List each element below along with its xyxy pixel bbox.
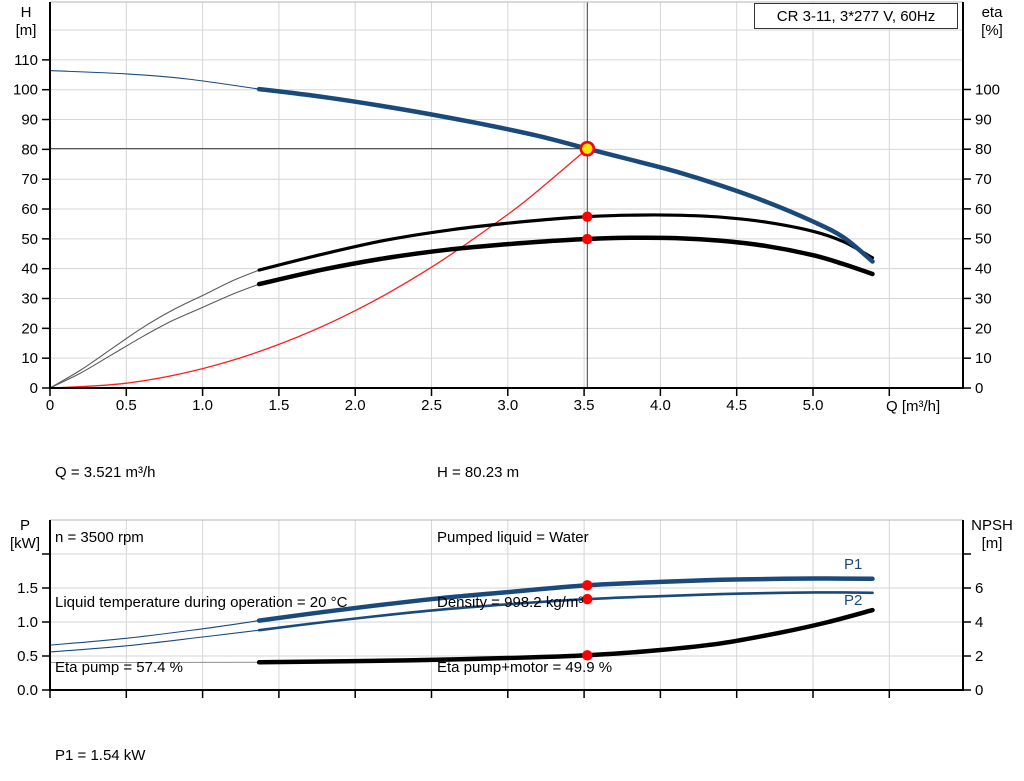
x-tick-label: 2.0 [345,397,366,414]
curve-eta-pump-motor [256,235,875,287]
power-annotations: P1 = 1.54 kW P2 = 1.337 kW NPSH = 2.04 m [55,702,160,781]
annotation-pumped-liquid: Pumped liquid = Water [437,528,589,546]
annotation-density: Density = 998.2 kg/m³ [437,593,584,611]
y-left-tick-label: 50 [21,231,38,248]
y-right-tick-label: 100 [975,81,1000,98]
x-tick-label: 5.0 [803,397,824,414]
y-left-tick-label: 30 [21,291,38,308]
annotation-h: H = 80.23 m [437,464,520,482]
y-right-tick-label: 80 [975,141,992,158]
y-left-tick-label: 1.5 [17,580,38,597]
eta-axis-title: eta [%] [981,4,1003,39]
y-left-tick-label: 110 [14,52,38,69]
curve-thin-p2 [49,629,260,653]
curve-thin-eta-pump-motor [49,283,260,389]
duty-dot-marker [582,580,593,591]
y-left-tick-label: 80 [21,141,38,158]
y-left-tick-label: 1.0 [17,614,38,631]
duty-annotations-right: H = 80.23 m Pumped liquid = Water Densit… [437,419,612,721]
duty-point-marker [579,140,596,157]
annotation-eta-pump: Eta pump = 57.4 % [55,658,183,676]
annotation-q: Q = 3.521 m³/h [55,464,156,482]
pump-title-box: CR 3-11, 3*277 V, 60Hz [754,3,958,29]
y-right-tick-label: 4 [975,614,983,631]
h-axis-title: H [m] [15,4,37,39]
x-tick-label: 1.5 [268,397,289,414]
y-right-tick-label: 20 [975,320,992,337]
duty-annotations-left: Q = 3.521 m³/h n = 3500 rpm Liquid tempe… [55,419,347,721]
duty-dot-marker [582,593,593,605]
y-right-tick-label: 60 [975,201,992,218]
y-right-tick-label: 70 [975,171,992,188]
npsh-axis-title: NPSH [m] [971,517,1013,552]
x-tick-label: 3.0 [497,397,518,414]
y-left-tick-label: 40 [21,261,38,278]
curve-eta-pump [257,213,875,272]
annotation-n: n = 3500 rpm [55,528,144,546]
p2-curve-label: P2 [844,592,863,609]
curve-system-curve [49,148,588,389]
x-tick-label: 3.5 [574,397,595,414]
duty-dot-marker [582,650,593,661]
curve-thin-h-head-curve- [49,70,260,90]
annotation-liquid-temp: Liquid temperature during operation = 20… [55,593,348,611]
y-left-tick-label: 10 [21,350,38,367]
p-axis-title: P [kW] [10,517,40,552]
y-right-tick-label: 0 [975,380,983,397]
y-left-tick-label: 0 [30,380,38,397]
x-tick-label: 4.5 [726,397,747,414]
y-left-tick-label: 90 [21,112,38,129]
pump-title: CR 3-11, 3*277 V, 60Hz [776,7,936,25]
annotation-eta-pump-motor: Eta pump+motor = 49.9 % [437,658,613,676]
y-right-tick-label: 2 [975,648,983,665]
y-right-tick-label: 10 [975,350,992,367]
y-left-tick-label: 100 [13,82,38,99]
curve-thin-p1 [49,620,260,646]
x-tick-label: 4.0 [650,397,671,414]
curve-h-head-curve- [256,86,875,264]
y-left-tick-label: 70 [21,171,38,188]
duty-dot-marker [582,211,593,222]
y-right-tick-label: 90 [975,111,992,128]
x-tick-label: 1.0 [192,397,213,414]
y-left-tick-label: 0.5 [17,648,38,665]
curve-npsh [256,607,875,665]
y-right-tick-label: 40 [975,261,992,278]
duty-dot-marker [582,233,593,245]
x-tick-label: 0 [46,397,54,414]
x-tick-label: 2.5 [421,397,442,414]
y-left-tick-label: 0.0 [17,682,38,699]
y-right-tick-label: 0 [975,682,983,699]
y-right-tick-label: 30 [975,290,992,307]
curve-thin-eta-pump [49,269,260,389]
p1-curve-label: P1 [844,556,863,573]
q-axis-title: Q [m³/h] [886,398,941,415]
y-left-tick-label: 60 [21,201,38,218]
y-right-tick-label: 50 [975,231,992,248]
annotation-p1: P1 = 1.54 kW [55,747,146,765]
y-left-tick-label: 20 [21,320,38,337]
x-tick-label: 0.5 [116,397,137,414]
y-right-tick-label: 6 [975,580,983,597]
